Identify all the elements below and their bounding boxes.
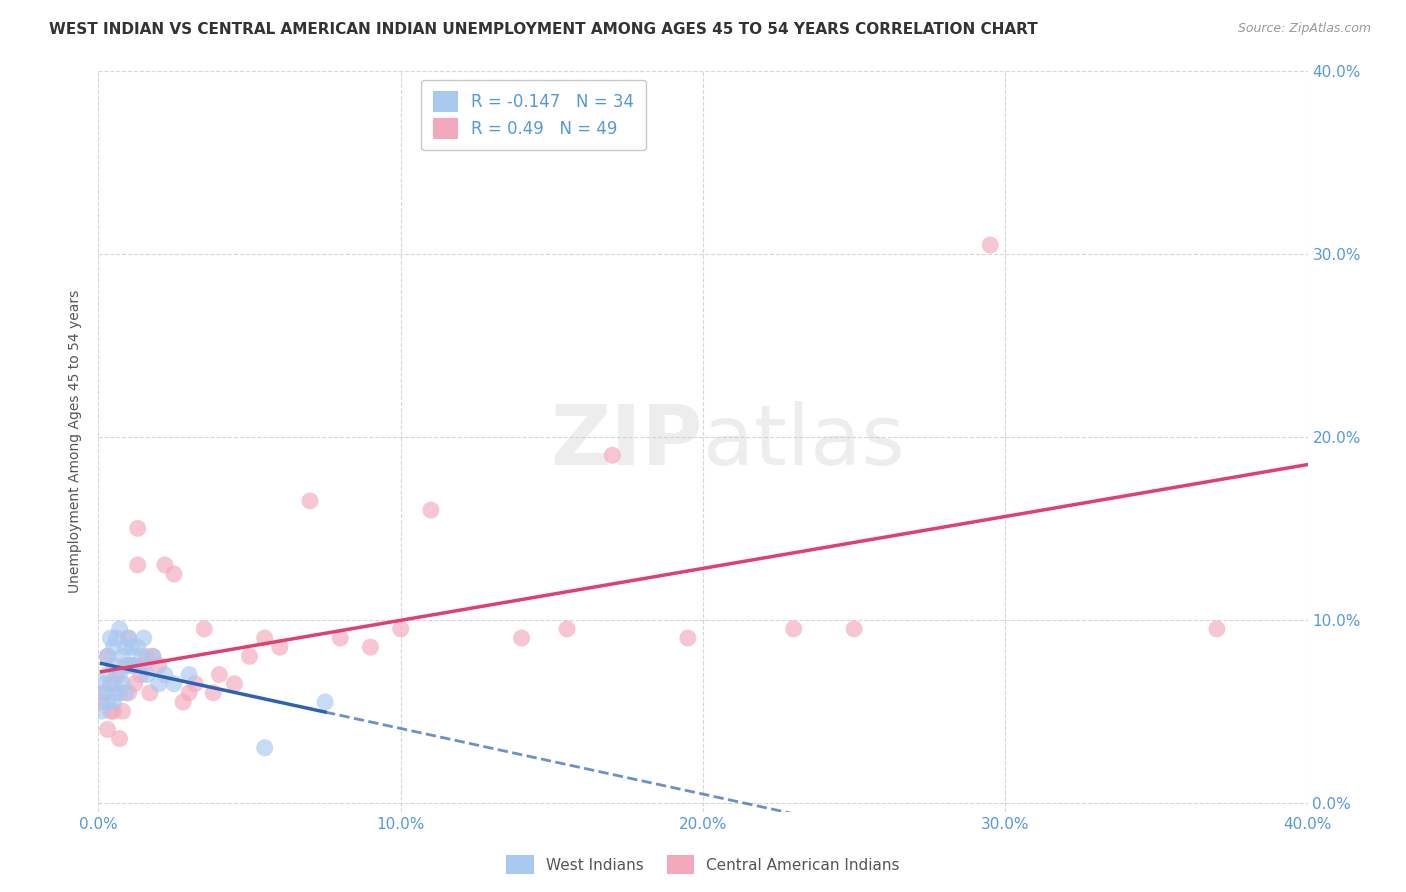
Point <box>105 667 128 681</box>
Point <box>93 686 115 700</box>
Point <box>299 494 322 508</box>
Point <box>360 640 382 655</box>
Point <box>193 622 215 636</box>
Point <box>108 622 131 636</box>
Point <box>108 731 131 746</box>
Point <box>148 677 170 691</box>
Point <box>93 677 115 691</box>
Point <box>132 631 155 645</box>
Point <box>90 695 112 709</box>
Point <box>100 631 122 645</box>
Point <box>114 658 136 673</box>
Point <box>96 649 118 664</box>
Point <box>135 649 157 664</box>
Point <box>118 631 141 645</box>
Text: Source: ZipAtlas.com: Source: ZipAtlas.com <box>1237 22 1371 36</box>
Point <box>103 640 125 655</box>
Text: ZIP: ZIP <box>551 401 703 482</box>
Point <box>111 677 134 691</box>
Point <box>127 521 149 535</box>
Point <box>142 649 165 664</box>
Point <box>153 667 176 681</box>
Point <box>118 658 141 673</box>
Point <box>96 695 118 709</box>
Point <box>135 667 157 681</box>
Point <box>184 677 207 691</box>
Point <box>153 558 176 572</box>
Point <box>114 640 136 655</box>
Point <box>224 677 246 691</box>
Point <box>163 677 186 691</box>
Point <box>100 704 122 718</box>
Point <box>129 649 152 664</box>
Point <box>121 640 143 655</box>
Point <box>172 695 194 709</box>
Point <box>118 686 141 700</box>
Point <box>844 622 866 636</box>
Point <box>90 704 112 718</box>
Point <box>118 631 141 645</box>
Point <box>329 631 352 645</box>
Point <box>96 723 118 737</box>
Point <box>163 567 186 582</box>
Text: WEST INDIAN VS CENTRAL AMERICAN INDIAN UNEMPLOYMENT AMONG AGES 45 TO 54 YEARS CO: WEST INDIAN VS CENTRAL AMERICAN INDIAN U… <box>49 22 1038 37</box>
Point <box>239 649 262 664</box>
Point <box>555 622 578 636</box>
Point <box>269 640 291 655</box>
Point <box>103 704 125 718</box>
Point <box>105 686 128 700</box>
Point <box>103 695 125 709</box>
Point <box>103 658 125 673</box>
Point <box>783 622 806 636</box>
Point <box>1206 622 1229 636</box>
Point <box>129 667 152 681</box>
Point <box>111 649 134 664</box>
Point <box>121 658 143 673</box>
Point <box>676 631 699 645</box>
Point <box>389 622 412 636</box>
Point <box>148 658 170 673</box>
Point <box>139 686 162 700</box>
Point <box>108 667 131 681</box>
Text: atlas: atlas <box>703 401 904 482</box>
Point <box>202 686 225 700</box>
Legend: R = -0.147   N = 34, R = 0.49   N = 49: R = -0.147 N = 34, R = 0.49 N = 49 <box>422 79 645 151</box>
Point <box>127 640 149 655</box>
Y-axis label: Unemployment Among Ages 45 to 54 years: Unemployment Among Ages 45 to 54 years <box>69 290 83 593</box>
Point <box>208 667 231 681</box>
Point <box>253 631 276 645</box>
Point <box>93 686 115 700</box>
Point <box>100 677 122 691</box>
Point <box>602 448 624 462</box>
Point <box>979 238 1001 252</box>
Point <box>179 686 201 700</box>
Point <box>124 677 146 691</box>
Point <box>111 704 134 718</box>
Point <box>314 695 336 709</box>
Point <box>96 667 118 681</box>
Point <box>103 677 125 691</box>
Point <box>114 686 136 700</box>
Point <box>253 740 276 755</box>
Point <box>179 667 201 681</box>
Point <box>510 631 533 645</box>
Point <box>127 558 149 572</box>
Legend: West Indians, Central American Indians: West Indians, Central American Indians <box>501 849 905 880</box>
Point <box>124 658 146 673</box>
Point <box>105 631 128 645</box>
Point <box>108 686 131 700</box>
Point <box>96 649 118 664</box>
Point <box>132 658 155 673</box>
Point <box>420 503 443 517</box>
Point <box>142 649 165 664</box>
